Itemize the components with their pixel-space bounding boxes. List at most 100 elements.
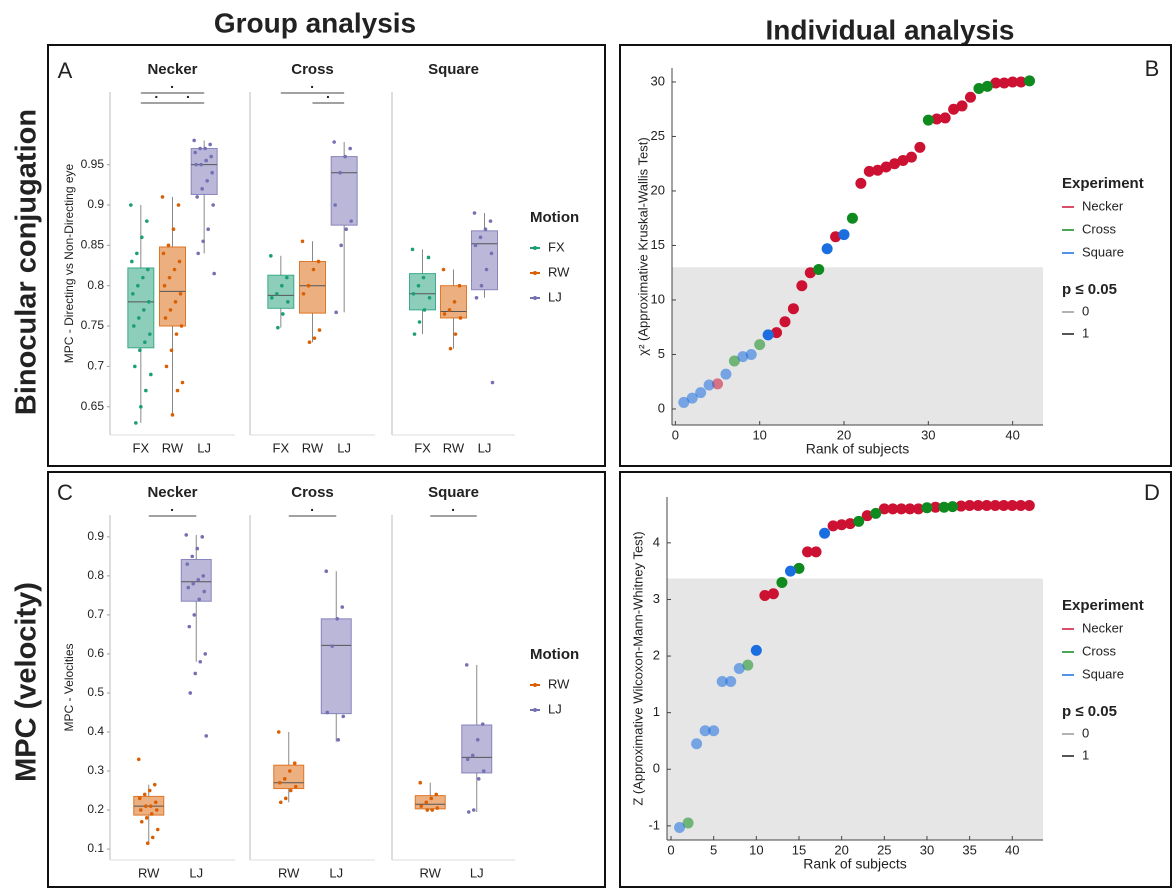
data-point	[197, 597, 202, 602]
data-point	[199, 162, 203, 167]
legend-label: 1	[1082, 747, 1089, 762]
data-point	[277, 780, 282, 785]
panel-label: D	[1144, 480, 1160, 505]
y-tick-label: 20	[651, 182, 665, 197]
data-point	[844, 518, 856, 530]
data-point	[956, 100, 968, 112]
data-point	[148, 332, 152, 336]
data-point	[712, 378, 724, 390]
data-point	[895, 503, 907, 515]
data-point	[208, 142, 212, 147]
data-point	[185, 562, 190, 566]
data-point	[180, 380, 185, 385]
x-tick-label: FX	[273, 440, 290, 455]
x-tick-label: 0	[672, 427, 679, 442]
comparison-mark: ·	[170, 502, 175, 518]
y-tick-label: 0.9	[87, 197, 104, 211]
data-point	[149, 372, 153, 377]
data-point	[160, 195, 165, 199]
y-tick-label: 15	[651, 237, 665, 252]
data-point	[316, 259, 321, 264]
legend-title: p ≤ 0.05	[1062, 281, 1117, 298]
data-point	[206, 227, 210, 231]
x-tick-label: RW	[420, 865, 442, 880]
data-point	[750, 644, 762, 656]
data-point	[334, 310, 338, 315]
data-point	[175, 388, 180, 393]
data-point	[166, 243, 171, 248]
data-point	[170, 413, 175, 417]
data-point	[479, 283, 484, 288]
data-point	[311, 267, 316, 272]
data-point	[146, 267, 150, 272]
x-tick-label: RW	[278, 865, 300, 880]
panel-frame	[47, 471, 606, 888]
data-point	[424, 800, 429, 805]
data-point	[912, 503, 924, 515]
data-point	[282, 777, 287, 781]
data-point	[855, 177, 867, 189]
data-point	[457, 283, 462, 288]
data-point	[779, 316, 791, 328]
data-point	[725, 676, 737, 688]
threshold-region	[667, 578, 1043, 840]
data-point	[144, 816, 149, 820]
data-point	[471, 808, 476, 812]
data-point	[419, 804, 424, 808]
box	[273, 764, 305, 790]
data-point	[699, 725, 711, 737]
data-point	[301, 291, 306, 296]
group-title: Cross	[291, 484, 334, 501]
data-point	[1015, 499, 1027, 511]
data-point	[872, 164, 884, 176]
comparison-mark: ·	[154, 89, 159, 105]
data-point	[276, 325, 280, 330]
y-tick-label: 0.4	[87, 724, 104, 738]
data-point	[204, 734, 209, 738]
data-point	[139, 404, 143, 409]
data-point	[173, 300, 178, 304]
data-point	[270, 296, 274, 300]
data-point	[147, 300, 151, 304]
data-point	[695, 387, 707, 399]
box	[409, 273, 436, 311]
y-tick-label: 0.7	[87, 359, 104, 373]
data-point	[914, 141, 926, 153]
data-point	[186, 585, 191, 590]
data-point	[929, 501, 941, 513]
data-point	[281, 312, 285, 316]
data-point	[148, 804, 153, 808]
legend-dot	[533, 708, 537, 712]
x-tick-label: 25	[877, 842, 891, 857]
data-point	[429, 796, 434, 801]
x-tick-label: FX	[414, 440, 431, 455]
data-point	[210, 170, 214, 175]
data-point	[827, 520, 839, 532]
data-point	[720, 368, 732, 380]
data-point	[762, 329, 774, 341]
y-tick-label: -1	[648, 817, 660, 832]
box	[320, 618, 352, 715]
legend-label: FX	[548, 239, 565, 254]
data-point	[292, 761, 297, 766]
x-tick-label: 0	[667, 842, 674, 857]
box	[267, 274, 295, 309]
data-point	[754, 339, 766, 351]
data-point	[130, 259, 134, 264]
data-point	[964, 499, 976, 511]
data-point	[145, 841, 150, 846]
data-point	[147, 788, 152, 793]
y-tick-label: 0.8	[87, 278, 104, 292]
data-point	[341, 714, 346, 719]
data-point	[973, 82, 985, 94]
box	[471, 230, 498, 291]
y-axis-label: MPC - Directing vs Non-Directing eye	[62, 163, 76, 363]
legend-label: RW	[548, 676, 570, 691]
panel-frame	[619, 44, 1172, 467]
y-tick-label: 0	[658, 400, 665, 415]
data-point	[200, 187, 204, 191]
data-point	[134, 421, 138, 425]
data-point	[1007, 76, 1019, 88]
legend-label: Cross	[1082, 221, 1116, 236]
